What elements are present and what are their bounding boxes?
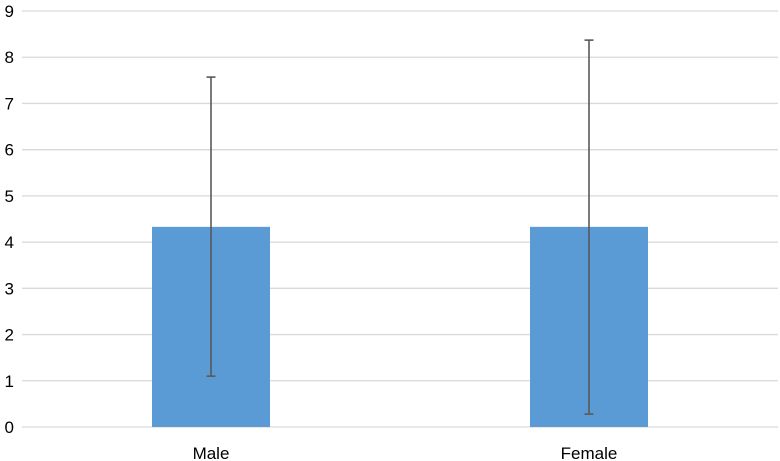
error-bar-male [206,76,216,377]
y-tick-label-9: 9 [5,2,14,21]
error-bars [206,39,594,415]
bars [152,226,648,427]
y-tick-label-6: 6 [5,141,14,160]
y-tick-label-5: 5 [5,187,14,206]
y-axis-tick-labels: 0 1 2 3 4 5 6 7 8 9 [5,2,14,437]
y-tick-label-2: 2 [5,326,14,345]
y-tick-label-3: 3 [5,279,14,298]
x-category-label-female: Female [561,444,618,461]
gridlines [22,10,778,428]
y-tick-label-8: 8 [5,48,14,67]
y-tick-label-7: 7 [5,94,14,113]
y-tick-label-1: 1 [5,372,14,391]
y-tick-label-0: 0 [5,418,14,437]
y-tick-label-4: 4 [5,233,14,252]
x-axis-category-labels: Male Female [193,444,618,461]
x-category-label-male: Male [193,444,230,461]
error-bar-female [584,39,594,415]
